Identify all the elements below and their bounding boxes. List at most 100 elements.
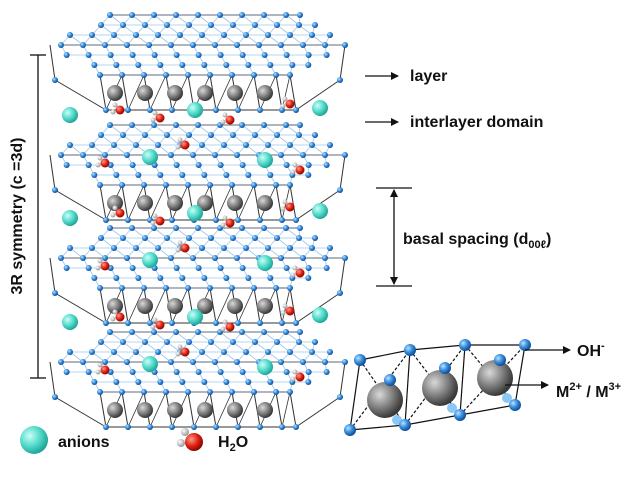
node [278, 42, 284, 48]
node [142, 132, 148, 138]
node [221, 32, 227, 38]
node [102, 42, 108, 48]
water-o [225, 322, 235, 332]
edge [237, 287, 255, 324]
octa-edge [359, 359, 406, 426]
node [229, 285, 235, 291]
edge [275, 74, 283, 111]
superscript: 3+ [609, 381, 622, 393]
node [163, 182, 169, 188]
node [119, 285, 125, 291]
layer [49, 303, 348, 430]
water-h [152, 110, 158, 116]
node [124, 359, 130, 365]
edge [215, 74, 233, 111]
water-h [175, 144, 181, 150]
node [155, 245, 161, 251]
node [155, 32, 161, 38]
node [257, 320, 263, 326]
node [107, 225, 113, 231]
edge [275, 184, 283, 221]
node [163, 389, 169, 395]
node [234, 255, 240, 261]
node [305, 52, 312, 58]
metal [257, 195, 273, 211]
metal [477, 360, 513, 396]
edge [127, 184, 145, 221]
text: basal spacing (d [403, 231, 528, 248]
edge [99, 74, 107, 111]
node [251, 72, 257, 78]
water-h [150, 117, 156, 123]
anion [142, 252, 158, 268]
node [327, 349, 333, 355]
node [63, 369, 70, 375]
node [80, 42, 86, 48]
node [113, 172, 120, 178]
metal [167, 85, 183, 101]
edge [237, 74, 255, 111]
node [251, 182, 257, 188]
node [267, 379, 274, 385]
node [179, 62, 186, 68]
node [279, 320, 285, 326]
node [113, 379, 120, 385]
node [195, 329, 201, 335]
edge [215, 184, 233, 221]
node [67, 32, 73, 38]
water-icon [181, 428, 189, 436]
node [89, 32, 95, 38]
node [201, 275, 208, 281]
node [52, 77, 58, 83]
node [133, 245, 139, 251]
water-o [100, 158, 110, 168]
node [201, 172, 208, 178]
node [89, 142, 95, 148]
node [164, 22, 170, 28]
node [312, 339, 318, 345]
node [312, 235, 318, 241]
edge [121, 391, 129, 428]
metal [257, 85, 273, 101]
node [323, 162, 330, 168]
node [85, 162, 92, 168]
node [208, 22, 214, 28]
node [173, 329, 179, 335]
node [251, 389, 257, 395]
edge [187, 391, 195, 428]
node [185, 285, 191, 291]
node [212, 255, 218, 261]
node [173, 122, 179, 128]
node [305, 369, 312, 375]
node [243, 142, 249, 148]
node [85, 52, 92, 58]
layer [49, 199, 348, 326]
node [235, 424, 241, 430]
anion-icon [20, 426, 48, 454]
edge [253, 184, 261, 221]
anion [257, 152, 273, 168]
layer-label: layer [410, 68, 447, 85]
edge [127, 287, 145, 324]
node [91, 172, 98, 178]
symmetry-bracket [30, 54, 46, 379]
node [129, 12, 135, 18]
node [256, 42, 262, 48]
edge [49, 44, 56, 81]
water-h [150, 324, 156, 330]
node [509, 399, 521, 411]
edge [339, 154, 346, 191]
node [89, 349, 95, 355]
node [217, 369, 224, 375]
node [257, 107, 263, 113]
node [147, 320, 153, 326]
water-h [290, 272, 296, 278]
water-h [280, 206, 286, 212]
water-h [220, 222, 226, 228]
node [230, 235, 236, 241]
node [195, 225, 201, 231]
node [190, 255, 196, 261]
node [273, 72, 279, 78]
node [279, 424, 285, 430]
water-icon [177, 439, 185, 447]
